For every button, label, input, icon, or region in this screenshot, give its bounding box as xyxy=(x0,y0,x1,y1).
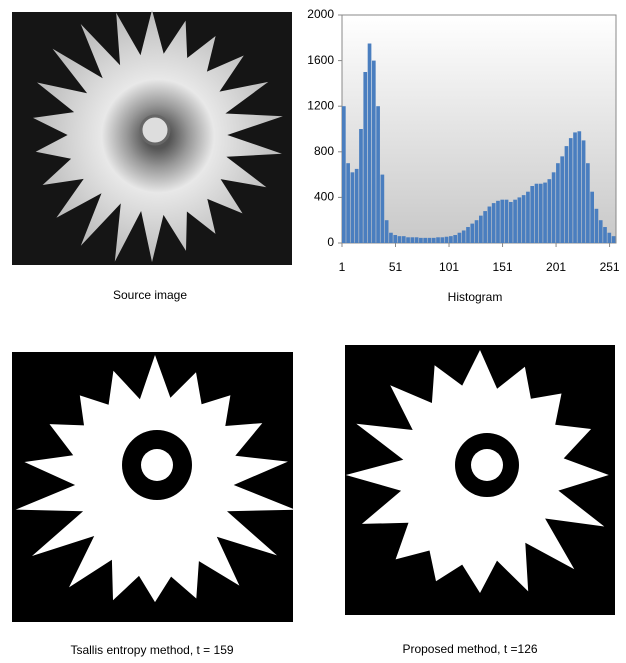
source-image xyxy=(12,10,292,265)
bar xyxy=(611,236,616,243)
caption: Source image xyxy=(113,288,187,302)
tsallis-image xyxy=(12,352,296,622)
bar xyxy=(427,237,432,243)
bar xyxy=(564,146,569,243)
bar xyxy=(419,237,423,243)
bar xyxy=(346,163,350,243)
bar xyxy=(521,195,526,243)
bar xyxy=(560,156,565,243)
bar xyxy=(513,199,517,243)
bar xyxy=(551,172,556,243)
x-tick-label: 251 xyxy=(600,260,620,274)
bar xyxy=(389,232,393,243)
bar xyxy=(359,129,363,243)
bar xyxy=(530,186,535,243)
y-tick-label: 0 xyxy=(327,235,334,249)
bar xyxy=(367,43,372,243)
y-tick-label: 1200 xyxy=(307,98,334,112)
bar xyxy=(607,232,612,243)
bar xyxy=(342,106,346,243)
bar xyxy=(568,138,573,243)
bar xyxy=(401,236,406,243)
y-tick-label: 400 xyxy=(314,190,334,204)
bar xyxy=(517,197,522,243)
bar xyxy=(586,163,590,243)
bar xyxy=(461,230,466,243)
bar xyxy=(393,235,398,243)
y-tick-label: 1600 xyxy=(307,53,334,67)
y-tick-label: 800 xyxy=(314,144,334,158)
bar xyxy=(487,206,492,243)
bar xyxy=(594,208,599,243)
bar xyxy=(526,191,530,243)
bar xyxy=(598,220,603,243)
bar xyxy=(397,236,402,243)
bar xyxy=(479,215,483,243)
center xyxy=(141,449,173,481)
x-tick-label: 101 xyxy=(439,260,459,274)
bar xyxy=(466,227,470,243)
bar xyxy=(436,237,440,243)
bar xyxy=(483,211,487,243)
caption: Proposed method, t =126 xyxy=(402,642,537,656)
bar xyxy=(440,237,445,243)
bar xyxy=(556,163,560,243)
caption: Tsallis entropy method, t = 159 xyxy=(70,643,233,657)
bar xyxy=(406,237,410,243)
center xyxy=(471,449,503,481)
bar xyxy=(350,172,355,243)
bar xyxy=(410,237,415,243)
bar xyxy=(474,220,479,243)
bar xyxy=(444,236,449,243)
bar xyxy=(491,203,496,243)
bar xyxy=(453,235,457,243)
bar xyxy=(547,179,552,243)
bar xyxy=(581,140,586,243)
bar xyxy=(504,199,509,243)
bar xyxy=(414,237,419,243)
x-tick-label: 51 xyxy=(389,260,403,274)
x-tick-label: 201 xyxy=(546,260,566,274)
bar xyxy=(376,106,380,243)
bar xyxy=(508,201,513,243)
x-tick-label: 151 xyxy=(493,260,513,274)
bar xyxy=(590,191,594,243)
x-tick-label: 1 xyxy=(339,260,346,274)
bar xyxy=(423,237,428,243)
caption: Histogram xyxy=(448,290,503,304)
bar xyxy=(449,236,453,243)
bar xyxy=(354,168,359,243)
bar xyxy=(573,132,577,243)
bar xyxy=(538,183,543,243)
bar xyxy=(603,227,607,243)
bar xyxy=(371,60,376,243)
proposed-image xyxy=(345,345,615,615)
bar xyxy=(577,131,582,243)
bar xyxy=(470,223,475,243)
bar xyxy=(543,182,547,243)
bar xyxy=(380,174,385,243)
bar xyxy=(363,72,368,243)
flower-center xyxy=(139,114,171,146)
bar xyxy=(534,183,539,243)
bar xyxy=(500,199,505,243)
bar xyxy=(384,220,389,243)
bar xyxy=(431,237,436,243)
bar xyxy=(457,232,462,243)
y-tick-label: 2000 xyxy=(307,7,334,21)
bar xyxy=(496,200,500,243)
